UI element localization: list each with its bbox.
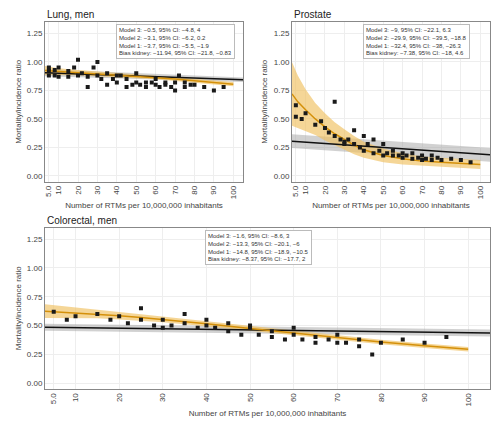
svg-text:1.25: 1.25 — [274, 29, 290, 38]
svg-text:60: 60 — [398, 185, 407, 194]
svg-text:20: 20 — [115, 393, 124, 402]
svg-text:30: 30 — [340, 185, 349, 194]
svg-text:0.50: 0.50 — [27, 321, 43, 330]
svg-text:1.00: 1.00 — [27, 58, 43, 67]
svg-text:60: 60 — [151, 185, 160, 194]
svg-text:Model 3: −0.5, 95% CI: −4.8, 4: Model 3: −0.5, 95% CI: −4.8, 4Model 2: −… — [119, 27, 232, 56]
svg-text:70: 70 — [333, 393, 342, 402]
svg-text:10: 10 — [71, 393, 80, 402]
svg-text:20: 20 — [74, 185, 83, 194]
svg-text:0.75: 0.75 — [27, 293, 43, 302]
svg-text:Mortality/incidence ratio: Mortality/incidence ratio — [260, 59, 269, 144]
svg-text:50: 50 — [379, 185, 388, 194]
svg-text:100: 100 — [476, 185, 485, 199]
svg-text:40: 40 — [202, 393, 211, 402]
svg-text:0.75: 0.75 — [27, 86, 43, 95]
svg-text:0.25: 0.25 — [27, 350, 43, 359]
svg-text:1.25: 1.25 — [27, 235, 43, 244]
svg-text:Mortality/incidence ratio: Mortality/incidence ratio — [14, 266, 23, 351]
svg-text:Number of RTMs per 10,000,000: Number of RTMs per 10,000,000 inhabitant… — [312, 201, 470, 210]
svg-text:30: 30 — [93, 185, 102, 194]
svg-text:90: 90 — [456, 185, 465, 194]
svg-text:100: 100 — [229, 185, 238, 199]
svg-text:Mortality/incidence ratio: Mortality/incidence ratio — [14, 59, 23, 144]
svg-text:Model 3: −1.6, 95% CI: −8.6, 3: Model 3: −1.6, 95% CI: −8.6, 3Model 2: −… — [208, 233, 309, 262]
svg-text:5.0: 5.0 — [291, 185, 300, 197]
svg-text:30: 30 — [158, 393, 167, 402]
svg-text:1.25: 1.25 — [27, 29, 43, 38]
svg-text:0.00: 0.00 — [27, 379, 43, 388]
svg-text:Prostate: Prostate — [294, 9, 332, 20]
svg-text:80: 80 — [377, 393, 386, 402]
svg-text:50: 50 — [246, 393, 255, 402]
svg-text:90: 90 — [210, 185, 219, 194]
svg-text:80: 80 — [437, 185, 446, 194]
svg-text:5.0: 5.0 — [44, 185, 53, 197]
svg-text:0.75: 0.75 — [274, 86, 290, 95]
svg-text:1.00: 1.00 — [274, 58, 290, 67]
svg-text:Number of RTMs per 10,000,000: Number of RTMs per 10,000,000 inhabitant… — [65, 201, 223, 210]
svg-text:0.00: 0.00 — [27, 172, 43, 181]
svg-text:40: 40 — [112, 185, 121, 194]
svg-text:70: 70 — [418, 185, 427, 194]
svg-text:Lung, men: Lung, men — [47, 9, 94, 20]
svg-text:80: 80 — [190, 185, 199, 194]
svg-text:Model 3: −9, 95% CI: −22.1, 6.: Model 3: −9, 95% CI: −22.1, 6.3Model 2: … — [366, 27, 467, 56]
svg-text:Number of RTMs per 10,000,000: Number of RTMs per 10,000,000 inhabitant… — [189, 409, 347, 418]
svg-text:60: 60 — [289, 393, 298, 402]
svg-text:0.50: 0.50 — [274, 115, 290, 124]
svg-text:0.25: 0.25 — [274, 143, 290, 152]
svg-text:10: 10 — [301, 185, 310, 194]
svg-text:90: 90 — [420, 393, 429, 402]
svg-text:50: 50 — [132, 185, 141, 194]
svg-text:20: 20 — [321, 185, 330, 194]
svg-text:1.00: 1.00 — [27, 264, 43, 273]
svg-text:40: 40 — [359, 185, 368, 194]
svg-text:10: 10 — [54, 185, 63, 194]
svg-text:0.25: 0.25 — [27, 143, 43, 152]
svg-text:Colorectal, men: Colorectal, men — [47, 215, 117, 226]
svg-text:5.0: 5.0 — [49, 393, 58, 405]
svg-text:0.50: 0.50 — [27, 115, 43, 124]
svg-text:100: 100 — [464, 393, 473, 407]
svg-text:70: 70 — [171, 185, 180, 194]
svg-text:0.00: 0.00 — [274, 172, 290, 181]
